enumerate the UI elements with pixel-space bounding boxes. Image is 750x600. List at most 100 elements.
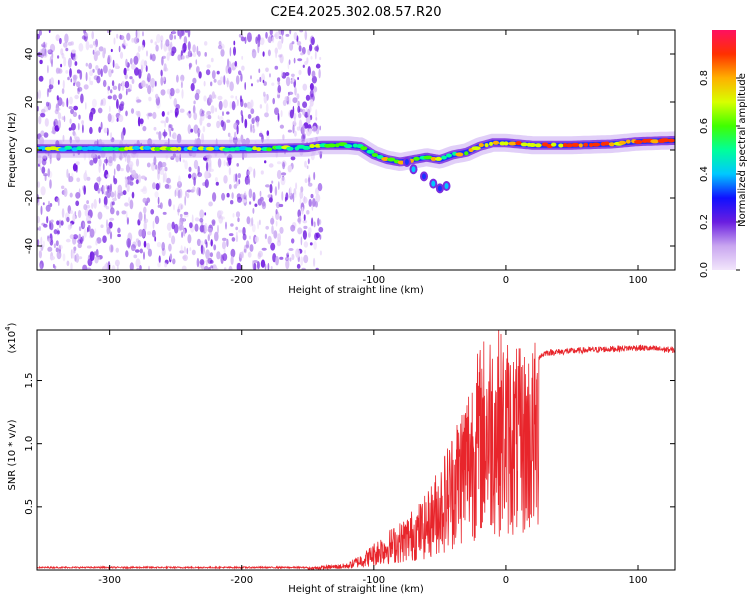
noise-blob <box>49 179 52 189</box>
noise-blob <box>143 251 145 260</box>
ridge-cell <box>650 139 660 144</box>
noise-blob <box>38 89 42 100</box>
noise-blob <box>95 248 99 258</box>
noise-blob <box>319 125 322 131</box>
noise-blob <box>37 239 40 246</box>
noise-blob <box>42 202 45 206</box>
noise-blob <box>120 101 125 107</box>
noise-blob <box>251 49 257 59</box>
noise-blob <box>96 237 102 244</box>
noise-blob <box>210 265 214 269</box>
noise-blob <box>160 89 166 96</box>
noise-blob <box>70 108 75 115</box>
colorbar-tick-label: 0.4 <box>699 166 710 182</box>
noise-blob <box>38 75 44 82</box>
spectrogram-xlabel: Height of straight line (km) <box>288 285 424 296</box>
noise-blob <box>133 254 138 259</box>
noise-blob <box>135 179 139 185</box>
noise-blob <box>223 175 228 184</box>
noise-blob <box>141 80 146 88</box>
noise-blob <box>259 190 262 197</box>
noise-blob <box>303 225 308 230</box>
noise-blob <box>248 188 253 199</box>
noise-blob <box>158 131 162 141</box>
noise-blob <box>142 187 148 195</box>
noise-blob <box>78 43 84 52</box>
noise-blob <box>230 256 234 265</box>
noise-blob <box>197 172 203 178</box>
noise-blob <box>68 176 74 183</box>
noise-blob <box>97 187 101 194</box>
noise-blob <box>229 101 232 109</box>
noise-blob <box>298 45 302 52</box>
branch-core <box>431 180 436 187</box>
noise-blob <box>130 108 135 114</box>
noise-blob <box>129 199 134 210</box>
noise-blob <box>76 69 81 74</box>
noise-blob <box>287 251 290 255</box>
svg-text:(x104): (x104) <box>4 322 18 353</box>
noise-blob <box>166 52 170 61</box>
noise-blob <box>143 206 147 214</box>
noise-blob <box>57 55 60 59</box>
noise-blob <box>212 192 217 202</box>
noise-blob <box>204 239 208 245</box>
noise-blob <box>139 248 143 254</box>
noise-blob <box>235 180 239 186</box>
noise-blob <box>81 35 87 40</box>
noise-blob <box>271 180 274 184</box>
ridge-cell <box>38 146 47 151</box>
noise-blob <box>171 30 177 35</box>
noise-blob <box>228 167 232 176</box>
noise-blob <box>287 91 290 97</box>
noise-blob <box>98 197 101 204</box>
y-tick-label: 1.0 <box>24 436 35 452</box>
noise-blob <box>50 77 54 86</box>
noise-blob <box>226 192 230 198</box>
noise-blob <box>75 163 78 173</box>
noise-blob <box>312 198 316 207</box>
noise-blob <box>183 228 186 237</box>
noise-blob <box>89 44 94 49</box>
noise-blob <box>252 260 254 269</box>
noise-blob <box>169 87 175 97</box>
noise-blob <box>161 111 165 117</box>
noise-blob <box>203 265 209 270</box>
noise-blob <box>234 60 238 67</box>
noise-blob <box>216 70 220 75</box>
noise-blob <box>160 35 164 43</box>
x-tick-label: 0 <box>503 275 509 286</box>
noise-blob <box>39 263 43 270</box>
noise-blob <box>276 169 282 180</box>
noise-blob <box>47 102 52 111</box>
noise-blob <box>234 131 237 139</box>
noise-blob <box>217 115 220 120</box>
noise-blob <box>298 119 303 130</box>
noise-blob <box>169 109 173 114</box>
noise-blob <box>307 158 310 165</box>
noise-blob <box>235 234 239 243</box>
noise-blob <box>106 226 110 236</box>
noise-blob <box>311 70 316 78</box>
noise-blob <box>249 244 254 252</box>
colorbar-tick-label: 0.0 <box>699 262 710 278</box>
noise-blob <box>213 244 217 251</box>
noise-blob <box>174 189 177 197</box>
noise-blob <box>265 103 269 113</box>
noise-blob <box>83 204 88 211</box>
ridge-cell <box>508 141 517 146</box>
noise-blob <box>295 190 297 198</box>
noise-blob <box>116 264 119 270</box>
noise-blob <box>235 226 239 231</box>
noise-blob <box>116 163 121 172</box>
noise-blob <box>237 217 240 223</box>
noise-blob <box>119 51 124 59</box>
noise-blob <box>113 168 116 176</box>
noise-blob <box>128 161 134 168</box>
noise-blob <box>87 220 92 224</box>
noise-blob <box>277 84 282 94</box>
colorbar-ticks: 0.0 0.2 0.4 0.6 0.8 <box>699 70 740 278</box>
noise-blob <box>43 173 48 177</box>
noise-blob <box>270 242 276 251</box>
noise-blob <box>72 74 78 80</box>
